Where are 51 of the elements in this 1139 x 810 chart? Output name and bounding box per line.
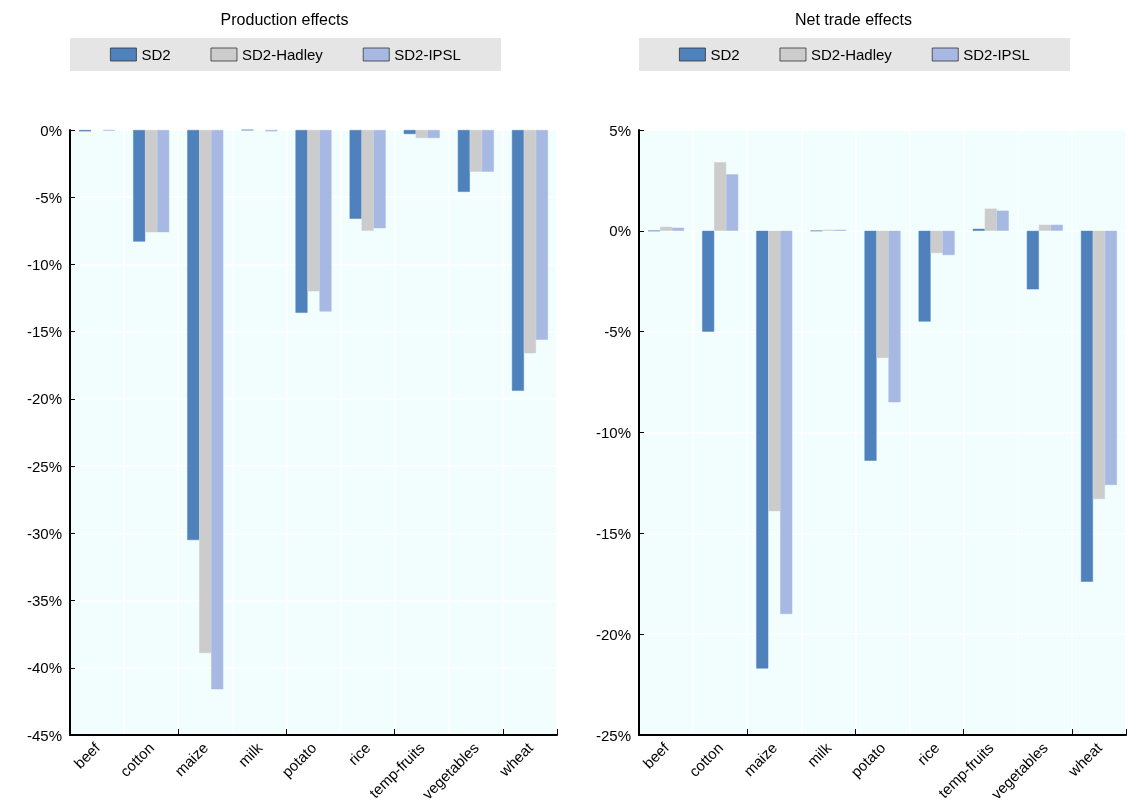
bar (876, 230, 889, 358)
y-tick-label: -25% (595, 726, 631, 744)
bar (984, 208, 997, 231)
y-tick-label: 5% (609, 121, 631, 139)
y-tick-label: -40% (26, 659, 62, 677)
legend-label: SD2-IPSL (394, 46, 461, 63)
y-tick-label: -10% (595, 424, 631, 441)
bar (756, 230, 769, 669)
x-tick-label: milk (234, 738, 266, 770)
legend-label: SD2 (141, 46, 171, 63)
x-tick-label: milk (803, 738, 835, 770)
bar (1080, 230, 1093, 582)
bar (1092, 230, 1105, 500)
y-tick-label: -15% (26, 323, 62, 341)
bar (1026, 230, 1039, 290)
y-tick-label: 0% (609, 222, 631, 240)
bar (726, 174, 739, 231)
x-tick-label: rice (344, 738, 374, 769)
y-tick-label: 0% (40, 121, 62, 139)
legend-label: SD2 (710, 46, 740, 63)
y-tick-label: -15% (595, 524, 631, 542)
y-tick-label: -20% (26, 390, 62, 408)
bar (768, 230, 781, 512)
bar (780, 230, 793, 614)
x-tick-label: rice (913, 738, 943, 769)
legend-label: SD2-Hadley (810, 46, 893, 63)
y-tick-label: -10% (26, 255, 62, 273)
y-tick-label: -30% (26, 524, 62, 542)
bar (918, 230, 931, 322)
bar (930, 230, 943, 254)
y-tick-label: -45% (26, 726, 62, 744)
legend-label: SD2-IPSL (963, 46, 1030, 63)
bar (864, 230, 877, 461)
bar (1038, 224, 1051, 231)
y-tick-label: -5% (35, 188, 62, 206)
bar (702, 230, 715, 332)
legend-label: SD2-Hadley (241, 46, 324, 63)
bar (942, 230, 955, 256)
y-tick-label: -20% (595, 625, 631, 643)
bar (714, 162, 727, 231)
bar (660, 226, 673, 231)
bar (888, 230, 901, 403)
y-tick-label: -25% (26, 457, 62, 475)
bar (672, 227, 685, 231)
bar (996, 210, 1009, 231)
y-tick-label: -35% (26, 592, 62, 610)
bar (1104, 230, 1117, 485)
chart-title: Net trade effects (794, 10, 913, 28)
bar (1050, 224, 1063, 231)
y-tick-label: -5% (604, 323, 631, 341)
chart-title: Production effects (220, 10, 349, 28)
